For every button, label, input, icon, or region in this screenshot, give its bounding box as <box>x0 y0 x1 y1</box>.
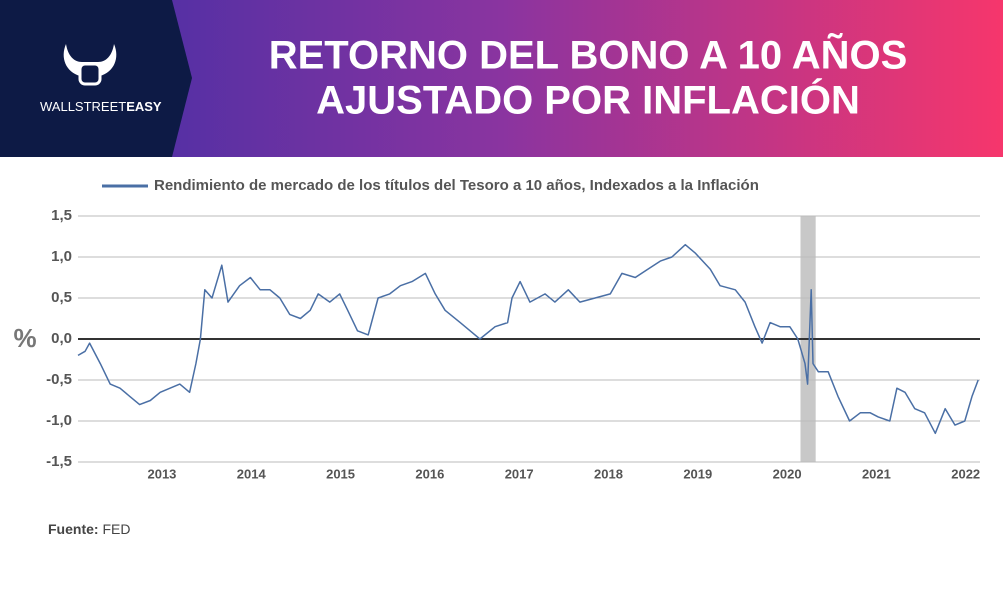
y-tick-label: 1,5 <box>51 207 72 224</box>
x-tick-label: 2020 <box>773 466 802 481</box>
y-tick-label: -1,5 <box>46 453 72 470</box>
x-tick-label: 2016 <box>415 466 444 481</box>
chart-title: AJUSTADO POR INFLACIÓN <box>316 77 860 123</box>
x-tick-label: 2019 <box>683 466 712 481</box>
x-tick-label: 2017 <box>505 466 534 481</box>
x-tick-label: 2018 <box>594 466 623 481</box>
y-tick-label: 0,5 <box>51 289 72 306</box>
x-tick-label: 2014 <box>237 466 267 481</box>
y-tick-label: -1,0 <box>46 412 72 429</box>
data-line <box>77 243 979 435</box>
source: Fuente: FED <box>48 521 130 537</box>
y-axis-label: % <box>13 323 36 353</box>
logo-icon <box>63 44 117 86</box>
chart-title: RETORNO DEL BONO A 10 AÑOS <box>269 32 908 78</box>
x-tick-label: 2013 <box>147 466 176 481</box>
x-tick-label: 2021 <box>862 466 891 481</box>
logo-text: WALLSTREETEASY <box>40 99 162 114</box>
y-tick-label: -0,5 <box>46 371 72 388</box>
x-tick-label: 2022 <box>951 466 980 481</box>
legend-label: Rendimiento de mercado de los títulos de… <box>154 177 759 194</box>
y-tick-label: 1,0 <box>51 248 72 265</box>
x-tick-label: 2015 <box>326 466 355 481</box>
y-tick-label: 0,0 <box>51 330 72 347</box>
